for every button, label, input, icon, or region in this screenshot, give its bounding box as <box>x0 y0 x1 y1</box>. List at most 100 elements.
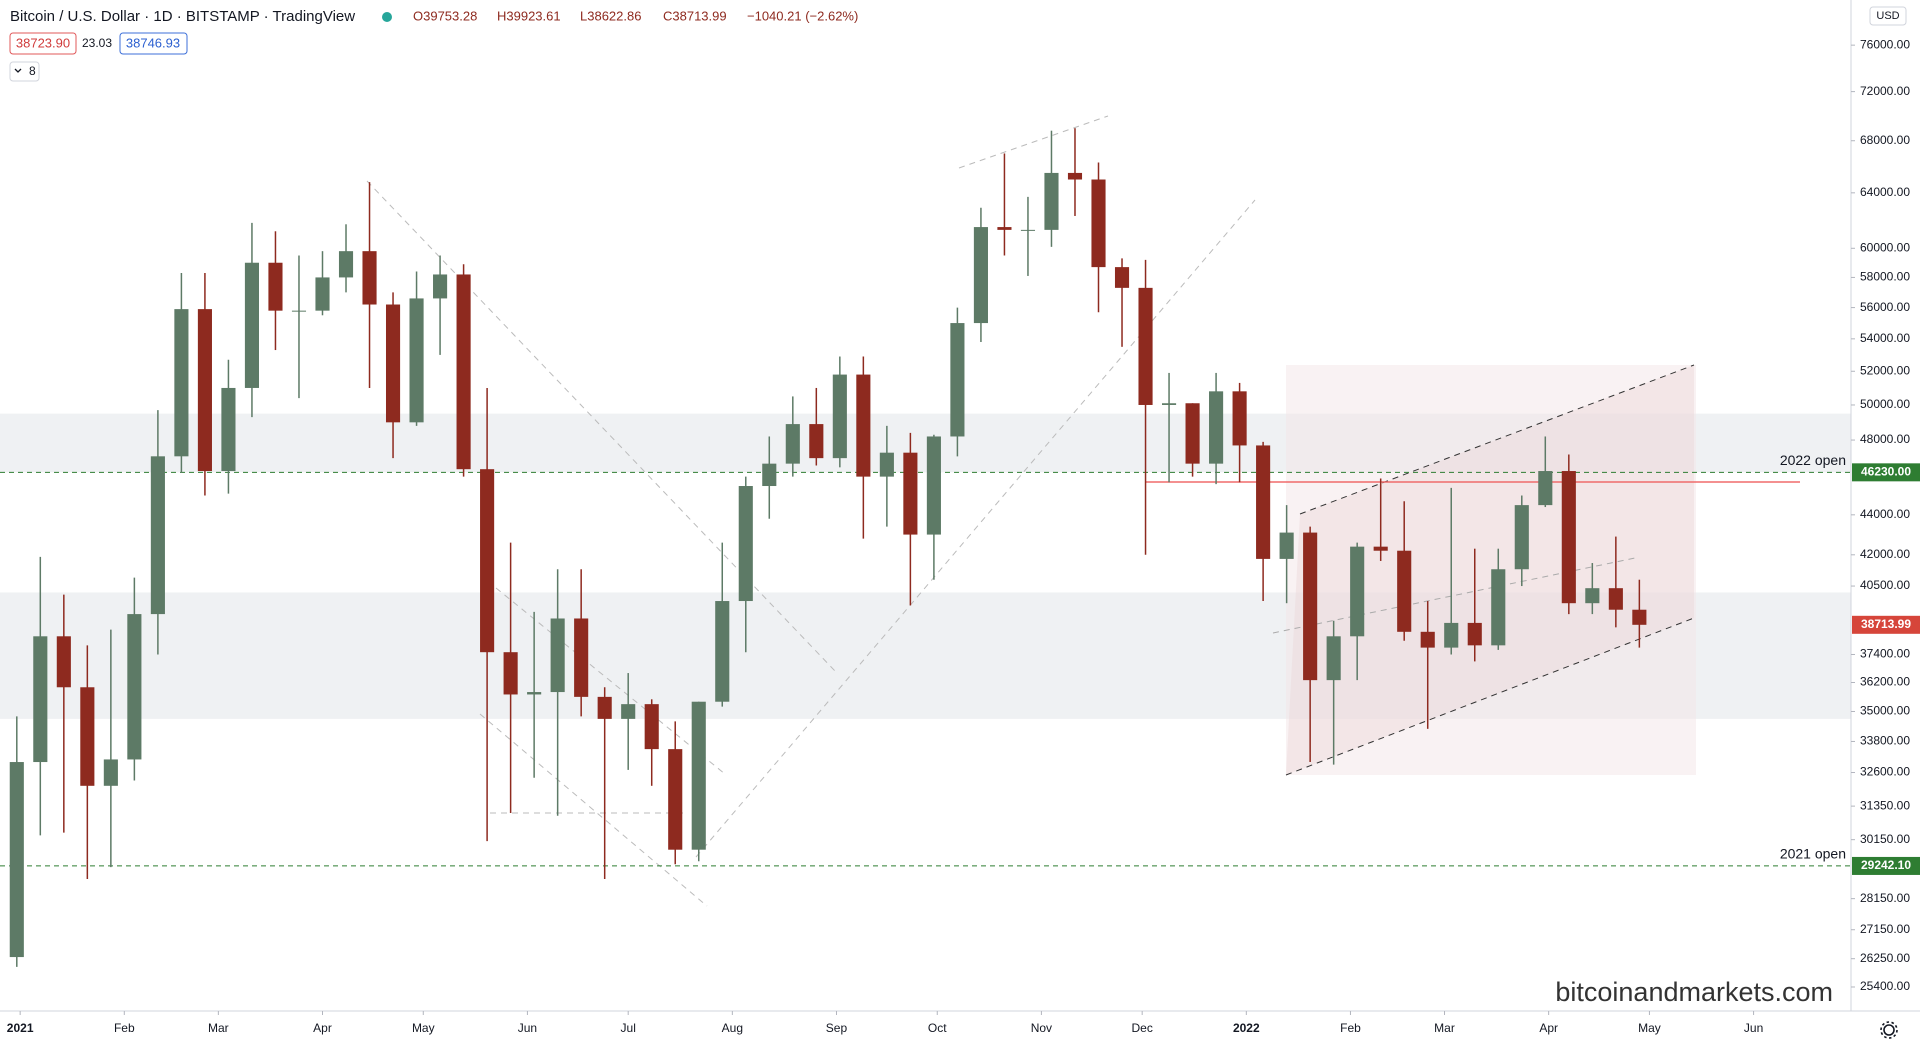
sell-button[interactable] <box>9 32 77 55</box>
candle-body <box>503 652 518 695</box>
y-tick-label: 33800.00 <box>1860 734 1910 748</box>
x-tick-label: Jun <box>1744 1021 1763 1035</box>
candle-body <box>1491 569 1506 646</box>
indicators-toggle[interactable] <box>9 61 40 82</box>
channel-lower <box>1285 617 1695 776</box>
candle-body <box>856 374 871 477</box>
buy-button[interactable] <box>119 32 188 55</box>
y-tick-label: 36200.00 <box>1860 675 1910 689</box>
candle-body <box>1326 636 1341 681</box>
y-tick-label: 52000.00 <box>1860 363 1910 377</box>
y-tick-label: 30150.00 <box>1860 832 1910 846</box>
candle-body <box>1067 172 1083 180</box>
candle-body <box>268 262 283 311</box>
candle-body <box>1467 622 1482 646</box>
candle-body <box>1420 631 1435 648</box>
level-price: 29242.10 <box>1861 858 1911 872</box>
x-tick-label: Sep <box>826 1021 848 1035</box>
last-price: 38713.99 <box>1861 617 1911 631</box>
settings-icon[interactable] <box>1880 1021 1898 1039</box>
y-tick-label: 28150.00 <box>1860 891 1910 905</box>
level-badge <box>1852 856 1920 875</box>
buy-price: 38746.93 <box>126 35 180 50</box>
candle-body <box>644 704 659 750</box>
candle-body <box>1561 471 1576 604</box>
candle-body <box>1444 622 1459 648</box>
candle-body <box>550 618 565 693</box>
candle-body <box>385 304 401 423</box>
sell-price: 38723.90 <box>16 35 70 50</box>
candle-body <box>433 274 448 299</box>
candle-body <box>715 601 730 702</box>
candle-body <box>9 762 24 958</box>
x-tick-label: Nov <box>1031 1021 1052 1035</box>
candle-body <box>691 701 706 850</box>
x-tick-label: May <box>1638 1021 1661 1035</box>
candle-body <box>903 452 918 535</box>
level-badge <box>1852 463 1920 482</box>
candle-body <box>926 436 941 535</box>
candle-body <box>1232 391 1247 446</box>
candle-body <box>997 227 1012 230</box>
y-tick-label: 50000.00 <box>1860 397 1910 411</box>
candle-body <box>879 452 894 477</box>
candle-body <box>832 374 847 459</box>
trend-line <box>958 115 1109 169</box>
x-tick-label: Feb <box>1340 1021 1361 1035</box>
y-tick-label: 35000.00 <box>1860 704 1910 718</box>
level-name: 2021 open <box>1780 846 1846 862</box>
candles <box>9 128 1647 967</box>
x-tick-label: Dec <box>1132 1021 1153 1035</box>
y-tick-label: 68000.00 <box>1860 133 1910 147</box>
candle-body <box>1608 588 1623 610</box>
y-tick-label: 64000.00 <box>1860 185 1910 199</box>
candle-body <box>221 387 236 472</box>
y-tick-label: 31350.00 <box>1860 798 1910 812</box>
gear-teeth <box>1880 1021 1898 1039</box>
y-tick-label: 56000.00 <box>1860 300 1910 314</box>
candle-body <box>668 749 683 850</box>
candle-body <box>762 463 777 487</box>
x-tick-label: Jun <box>518 1021 537 1035</box>
x-tick-label: Apr <box>313 1021 332 1035</box>
candle-body <box>480 469 495 653</box>
ohlc-low: L38622.86 <box>580 8 641 23</box>
y-tick-label: 54000.00 <box>1860 331 1910 345</box>
channel-upper <box>1299 364 1695 515</box>
currency-button[interactable] <box>1869 6 1907 26</box>
y-tick-label: 44000.00 <box>1860 507 1910 521</box>
y-tick-label: 72000.00 <box>1860 84 1910 98</box>
trend-line <box>366 180 836 672</box>
candle-body <box>1350 546 1365 637</box>
candle-body <box>103 759 118 786</box>
candle-body <box>1114 267 1130 288</box>
candle-body <box>1279 532 1294 559</box>
x-axis: 2021 Feb Mar Apr May Jun Jul Aug Sep Oct Nov Dec 202… <box>7 1011 1763 1035</box>
last-price-badge <box>1852 615 1920 634</box>
x-tick-label: Mar <box>208 1021 229 1035</box>
x-tick-label: Jul <box>621 1021 636 1035</box>
candle-body <box>315 277 330 311</box>
candle-body <box>56 636 71 688</box>
candle-body <box>809 424 824 459</box>
trend-line <box>695 199 1256 858</box>
candle-body <box>362 251 377 305</box>
candle-body <box>127 614 142 760</box>
y-tick-label: 25400.00 <box>1860 979 1910 993</box>
candle-body <box>1373 546 1388 551</box>
y-axis: 76000.00 72000.00 68000.00 64000.00 60000.00… <box>1851 37 1910 993</box>
candle-body <box>785 424 800 464</box>
currency-label: USD <box>1876 10 1899 22</box>
trend-line <box>479 713 708 907</box>
candle-body <box>1256 445 1271 559</box>
x-tick-label: Apr <box>1539 1021 1558 1035</box>
status-dot <box>382 12 392 22</box>
y-tick-label: 40500.00 <box>1860 578 1910 592</box>
x-tick-label: Oct <box>928 1021 947 1035</box>
candle-body <box>1303 532 1318 681</box>
candle-body <box>621 704 636 719</box>
y-tick-label: 76000.00 <box>1860 37 1910 51</box>
candle-body <box>291 310 307 312</box>
candle-body <box>527 692 542 695</box>
